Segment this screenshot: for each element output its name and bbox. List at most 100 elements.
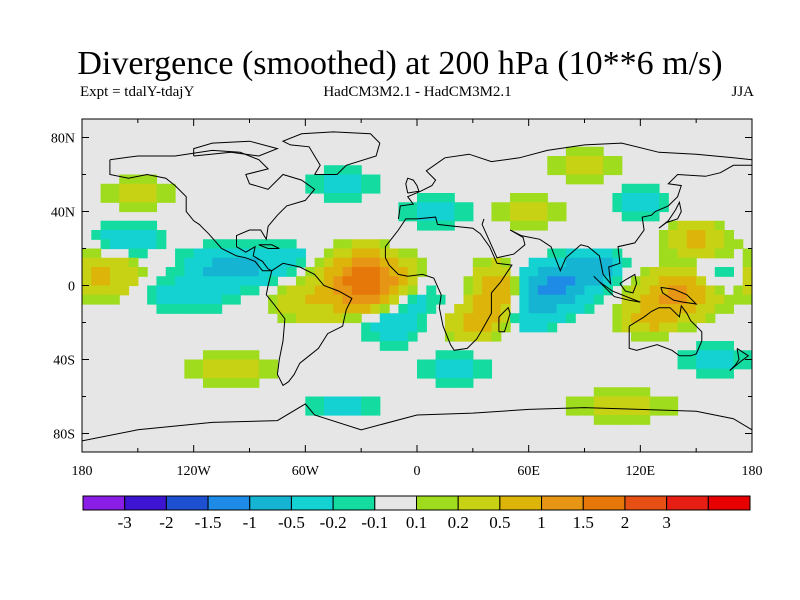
field-cell	[463, 211, 474, 222]
field-cell	[696, 220, 707, 231]
coast-australia	[628, 304, 703, 357]
field-cell	[351, 257, 362, 268]
field-cell	[444, 350, 455, 361]
field-cell	[575, 405, 586, 416]
field-cell	[528, 220, 539, 231]
field-cell	[686, 276, 697, 287]
field-cell	[398, 267, 409, 277]
field-cell	[323, 276, 334, 287]
field-cell	[686, 248, 697, 259]
field-cell	[156, 285, 167, 296]
field-cell	[379, 239, 390, 250]
field-cell	[500, 313, 511, 324]
field-cell	[258, 248, 269, 259]
field-cell	[556, 248, 567, 259]
field-cell	[658, 267, 669, 277]
field-cell	[658, 304, 669, 314]
field-cell	[221, 285, 232, 296]
field-cell	[417, 193, 427, 203]
field-cell	[333, 183, 344, 194]
field-cell	[417, 267, 427, 277]
field-cell	[658, 276, 669, 287]
field-cell	[109, 230, 120, 240]
field-cell	[500, 257, 511, 268]
field-cell	[705, 350, 716, 361]
field-cell	[547, 294, 558, 305]
field-cell	[342, 193, 353, 203]
field-cell	[221, 257, 232, 268]
field-cell	[528, 257, 539, 268]
field-cell	[342, 405, 353, 416]
field-cell	[286, 313, 297, 324]
field-cell	[407, 294, 418, 305]
field-cell	[91, 276, 102, 287]
field-cell	[175, 294, 185, 305]
field-cell	[724, 350, 734, 361]
field-cell	[100, 257, 111, 268]
field-cell	[510, 285, 520, 296]
coast-africa-eurasia	[384, 216, 513, 351]
coast-indonesia	[593, 275, 641, 303]
field-cell	[575, 174, 586, 185]
field-cell	[631, 183, 641, 194]
field-cell	[612, 276, 623, 287]
field-cell	[128, 220, 139, 231]
field-cell	[249, 359, 260, 370]
field-cell	[565, 313, 576, 324]
field-cell	[212, 378, 223, 388]
field-cell	[528, 322, 539, 333]
field-cell	[435, 368, 446, 379]
field-cell	[175, 304, 185, 314]
field-cell	[528, 276, 539, 287]
field-cell	[184, 267, 195, 277]
field-cell	[323, 257, 334, 268]
field-cell	[156, 304, 167, 314]
field-cell	[407, 276, 418, 287]
field-cell	[482, 276, 493, 287]
field-cell	[314, 313, 325, 324]
field-cell	[696, 248, 707, 259]
field-cell	[668, 239, 679, 250]
field-cell	[202, 359, 213, 370]
field-cell	[258, 276, 269, 287]
field-cell	[184, 248, 195, 259]
lon-labels: 180 120W 60W 0 60E 120E 180	[72, 464, 763, 479]
field-cell	[165, 294, 176, 305]
field-cell	[389, 248, 399, 259]
field-cell	[100, 267, 111, 277]
coast-north-america	[109, 149, 316, 272]
field-cell	[537, 313, 548, 324]
field-cell	[565, 267, 576, 277]
field-cell	[268, 368, 279, 379]
field-cell	[714, 220, 725, 231]
field-cell	[537, 285, 548, 296]
field-cell	[91, 257, 102, 268]
field-cell	[705, 248, 716, 259]
field-cell	[370, 239, 381, 250]
field-cell	[733, 294, 744, 305]
field-cell	[463, 359, 474, 370]
field-cell	[361, 267, 372, 277]
field-cell	[593, 396, 604, 407]
field-cell	[389, 331, 399, 342]
field-cell	[82, 276, 92, 287]
field-cell	[277, 248, 288, 259]
field-cell	[519, 220, 530, 231]
field-cell	[565, 405, 576, 416]
field-cell	[584, 276, 595, 287]
field-cell	[351, 276, 362, 287]
field-cell	[249, 248, 260, 259]
field-cell	[649, 304, 660, 314]
field-cell	[314, 267, 325, 277]
field-cell	[165, 304, 176, 314]
coast-arctic-islands	[193, 140, 279, 157]
field-cell	[240, 378, 251, 388]
field-cell	[314, 405, 325, 416]
field-cell	[621, 257, 632, 268]
field-cell	[249, 276, 260, 287]
field-cell	[742, 294, 752, 305]
field-cell	[333, 239, 344, 250]
field-cell	[156, 230, 167, 240]
field-cell	[370, 331, 381, 342]
field-cell	[314, 276, 325, 287]
